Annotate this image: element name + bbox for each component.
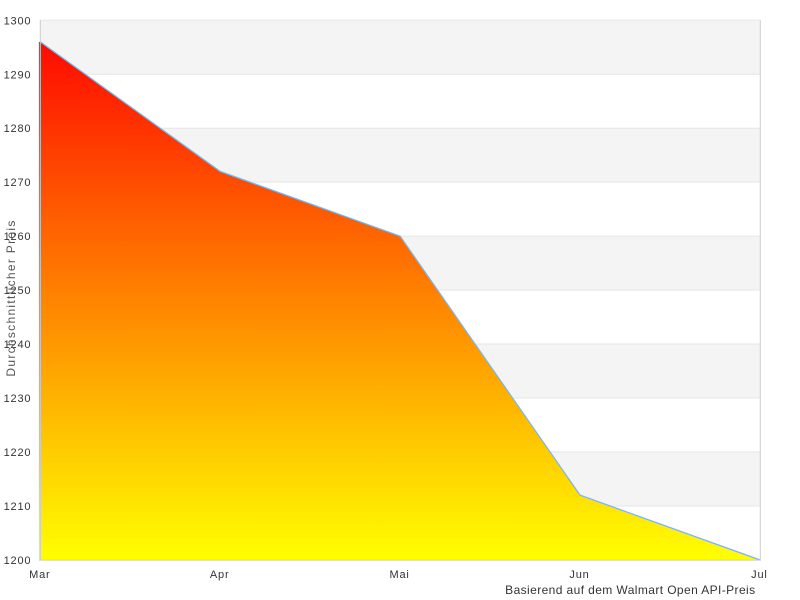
svg-text:1210: 1210 (4, 501, 32, 513)
svg-text:Durchschnittlicher Preis: Durchschnittlicher Preis (4, 219, 18, 376)
svg-text:1220: 1220 (4, 447, 32, 459)
svg-text:1300: 1300 (4, 15, 32, 27)
svg-text:1260: 1260 (4, 231, 32, 243)
svg-text:Apr: Apr (210, 569, 230, 581)
svg-text:Mai: Mai (390, 569, 410, 581)
svg-text:Basierend auf dem Walmart Open: Basierend auf dem Walmart Open API-Preis (505, 583, 755, 597)
svg-text:1230: 1230 (4, 393, 32, 405)
svg-text:Jul: Jul (751, 569, 767, 581)
svg-text:1270: 1270 (4, 177, 32, 189)
svg-text:1240: 1240 (4, 339, 32, 351)
svg-text:1290: 1290 (4, 69, 32, 81)
svg-text:1200: 1200 (4, 555, 32, 567)
svg-text:1280: 1280 (4, 123, 32, 135)
svg-text:Mar: Mar (29, 569, 50, 581)
svg-text:Jun: Jun (569, 569, 589, 581)
svg-text:1250: 1250 (4, 285, 32, 297)
